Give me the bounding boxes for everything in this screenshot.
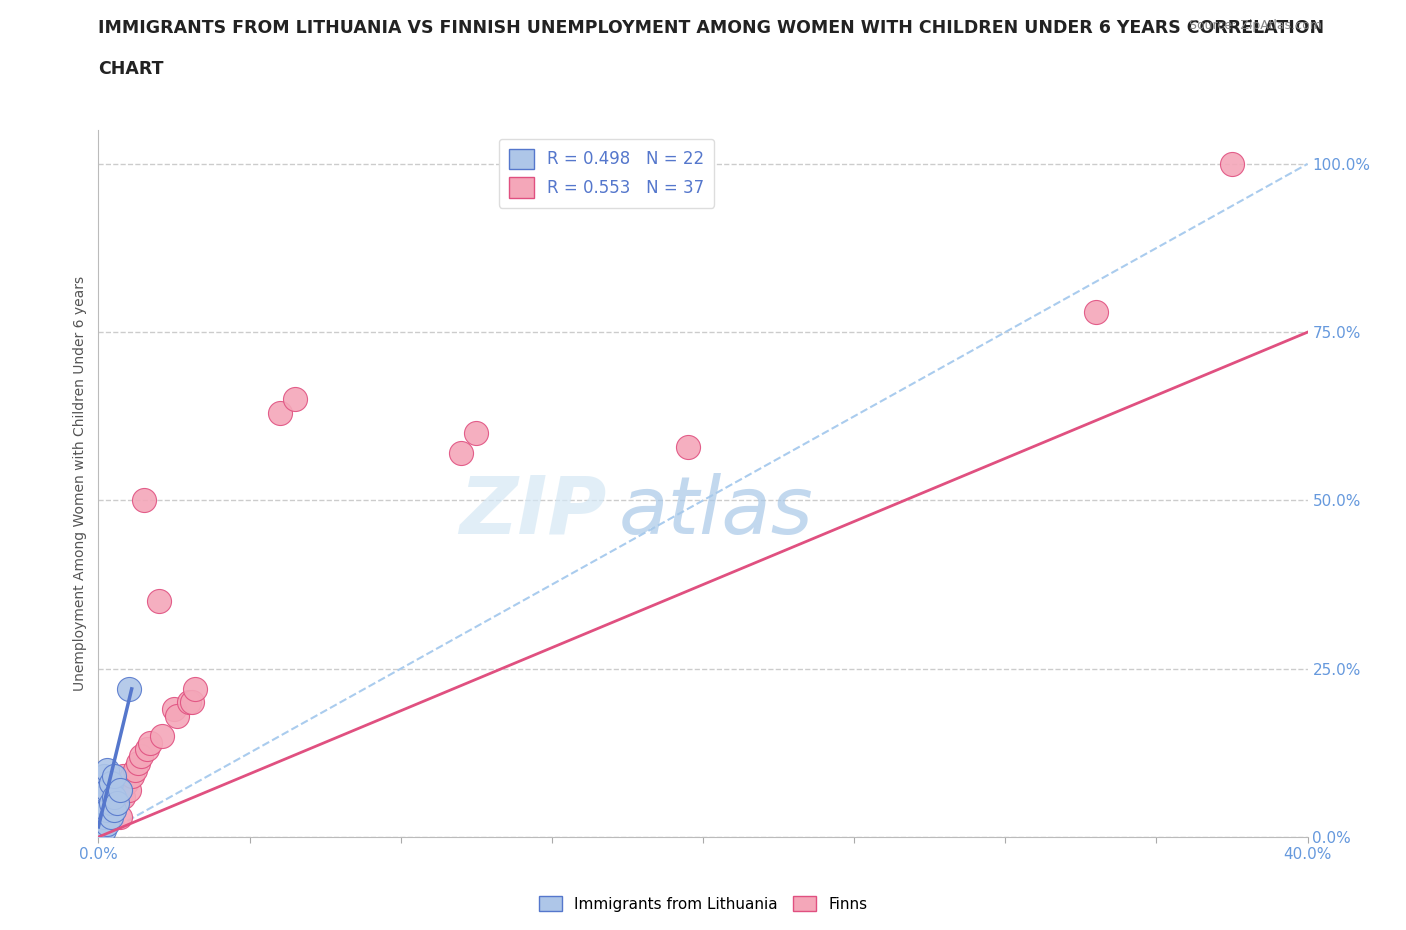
- Y-axis label: Unemployment Among Women with Children Under 6 years: Unemployment Among Women with Children U…: [73, 276, 87, 691]
- Point: [450, 445, 472, 460]
- Text: atlas: atlas: [619, 472, 813, 551]
- Point: [181, 695, 204, 710]
- Point: [118, 682, 141, 697]
- Point: [1220, 156, 1243, 171]
- Point: [284, 392, 307, 407]
- Point: [90, 809, 112, 824]
- Point: [163, 701, 186, 716]
- Point: [96, 803, 118, 817]
- Point: [93, 796, 115, 811]
- Point: [105, 796, 128, 811]
- Point: [103, 803, 125, 817]
- Point: [93, 803, 115, 817]
- Point: [132, 493, 155, 508]
- Point: [103, 769, 125, 784]
- Point: [100, 776, 122, 790]
- Point: [124, 763, 146, 777]
- Point: [1085, 304, 1108, 319]
- Point: [96, 763, 118, 777]
- Point: [90, 823, 112, 838]
- Point: [105, 796, 128, 811]
- Point: [184, 682, 207, 697]
- Point: [166, 709, 188, 724]
- Point: [100, 796, 122, 811]
- Point: [121, 769, 143, 784]
- Text: Source: ZipAtlas.com: Source: ZipAtlas.com: [1188, 19, 1322, 32]
- Point: [93, 782, 115, 797]
- Legend: R = 0.498   N = 22, R = 0.553   N = 37: R = 0.498 N = 22, R = 0.553 N = 37: [499, 139, 714, 207]
- Point: [90, 809, 112, 824]
- Point: [118, 782, 141, 797]
- Point: [90, 823, 112, 838]
- Point: [103, 776, 125, 790]
- Text: IMMIGRANTS FROM LITHUANIA VS FINNISH UNEMPLOYMENT AMONG WOMEN WITH CHILDREN UNDE: IMMIGRANTS FROM LITHUANIA VS FINNISH UNE…: [98, 19, 1324, 36]
- Point: [150, 728, 173, 743]
- Point: [465, 426, 488, 441]
- Point: [108, 809, 131, 824]
- Point: [93, 769, 115, 784]
- Point: [676, 439, 699, 454]
- Point: [93, 817, 115, 831]
- Point: [100, 796, 122, 811]
- Point: [111, 790, 134, 804]
- Point: [129, 749, 152, 764]
- Point: [127, 755, 149, 770]
- Point: [108, 782, 131, 797]
- Point: [148, 594, 170, 609]
- Point: [111, 769, 134, 784]
- Point: [100, 809, 122, 824]
- Point: [90, 817, 112, 831]
- Legend: Immigrants from Lithuania, Finns: Immigrants from Lithuania, Finns: [533, 889, 873, 918]
- Point: [135, 742, 157, 757]
- Point: [93, 823, 115, 838]
- Point: [179, 695, 201, 710]
- Point: [103, 790, 125, 804]
- Point: [103, 803, 125, 817]
- Point: [96, 790, 118, 804]
- Point: [96, 817, 118, 831]
- Text: CHART: CHART: [98, 60, 165, 78]
- Point: [93, 809, 115, 824]
- Point: [96, 809, 118, 824]
- Point: [139, 736, 162, 751]
- Point: [96, 782, 118, 797]
- Point: [90, 803, 112, 817]
- Text: ZIP: ZIP: [458, 472, 606, 551]
- Point: [108, 782, 131, 797]
- Point: [269, 405, 291, 420]
- Point: [114, 776, 136, 790]
